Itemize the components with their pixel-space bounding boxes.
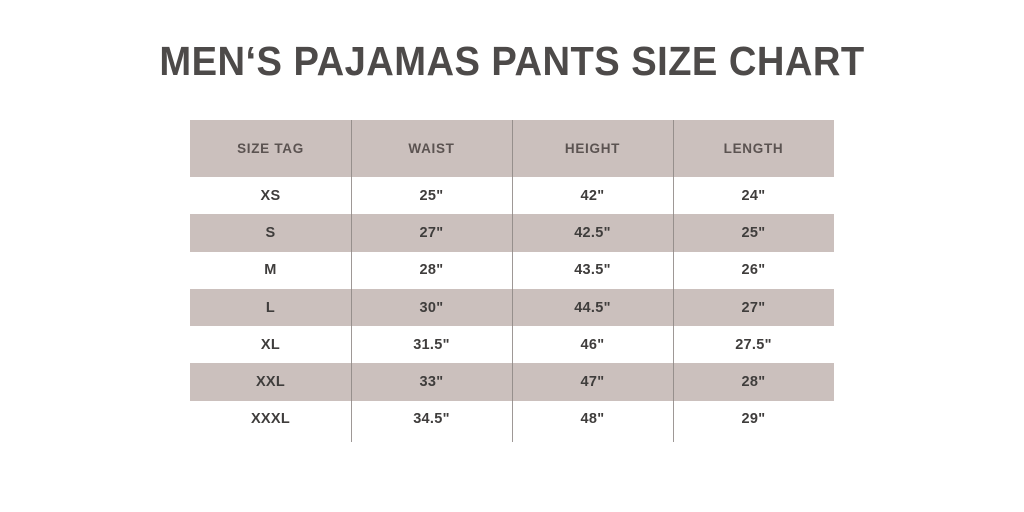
column-header-height: HEIGHT [512,120,673,177]
cell-height: 48" [512,400,673,439]
column-header-waist: WAIST [351,120,512,177]
cell-length: 29" [673,400,834,439]
cell-length: 26" [673,251,834,289]
table-row: M 28" 43.5" 26" [190,251,834,289]
cell-waist: 33" [351,363,512,401]
cell-waist: 25" [351,177,512,215]
cell-length: 27" [673,288,834,327]
cell-waist: 28" [351,251,512,289]
table-header: SIZE TAG WAIST HEIGHT LENGTH [190,120,834,177]
cell-length: 27.5" [673,326,834,364]
cell-length: 25" [673,214,834,252]
column-divider [511,120,514,442]
cell-size-tag: S [190,214,351,252]
cell-size-tag: XXL [190,363,351,401]
column-divider [350,120,353,442]
table-header-row: SIZE TAG WAIST HEIGHT LENGTH [190,120,834,177]
cell-waist: 34.5" [351,400,512,439]
cell-waist: 30" [351,288,512,327]
cell-size-tag: XL [190,326,351,364]
column-divider [672,120,675,442]
table-row: S 27" 42.5" 25" [190,214,834,252]
cell-height: 46" [512,326,673,364]
cell-size-tag: L [190,288,351,327]
table-row: XS 25" 42" 24" [190,177,834,215]
cell-length: 28" [673,363,834,401]
table-row: L 30" 44.5" 27" [190,288,834,327]
cell-height: 44.5" [512,288,673,327]
cell-waist: 27" [351,214,512,252]
column-header-size-tag: SIZE TAG [190,120,351,177]
size-chart-table: SIZE TAG WAIST HEIGHT LENGTH XS 25" 42" … [190,120,834,439]
cell-height: 47" [512,363,673,401]
cell-size-tag: XXXL [190,400,351,439]
table-row: XXL 33" 47" 28" [190,363,834,401]
cell-height: 42.5" [512,214,673,252]
size-chart-table-wrapper: SIZE TAG WAIST HEIGHT LENGTH XS 25" 42" … [190,120,834,442]
cell-waist: 31.5" [351,326,512,364]
column-header-length: LENGTH [673,120,834,177]
cell-length: 24" [673,177,834,215]
cell-height: 43.5" [512,251,673,289]
cell-size-tag: XS [190,177,351,215]
page-title: MEN‘S PAJAMAS PANTS SIZE CHART [159,38,865,84]
cell-height: 42" [512,177,673,215]
table-body: XS 25" 42" 24" S 27" 42.5" 25" M 28" 43.… [190,177,834,439]
table-row: XL 31.5" 46" 27.5" [190,326,834,364]
cell-size-tag: M [190,251,351,289]
table-row: XXXL 34.5" 48" 29" [190,400,834,439]
